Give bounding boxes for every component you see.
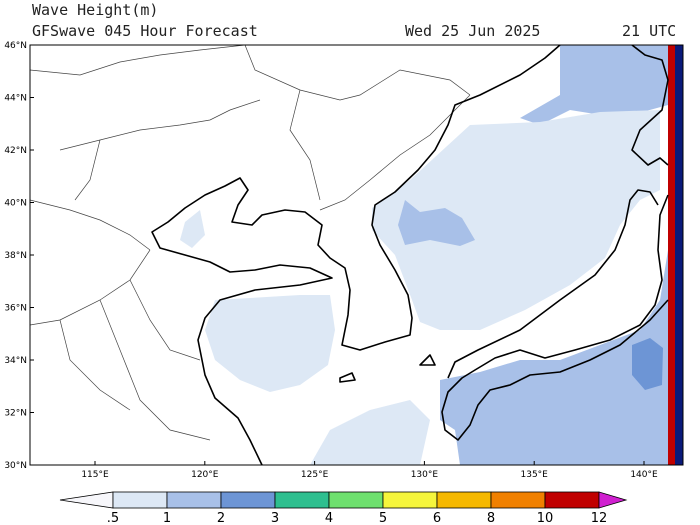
edge-strip <box>668 45 675 465</box>
colorbar-label: 2 <box>217 511 225 525</box>
colorbar-segment <box>274 491 330 509</box>
shade-05-1 <box>180 210 205 248</box>
colorbar-segment <box>166 491 222 509</box>
colorbar-segment <box>382 491 438 509</box>
lat-label: 32°N <box>4 409 27 419</box>
lon-label: 125°E <box>301 470 329 480</box>
colorbar-label: 10 <box>537 511 554 525</box>
lat-label: 34°N <box>4 356 27 366</box>
subtitle: GFSwave 045 Hour Forecast <box>32 22 258 40</box>
lat-label: 46°N <box>4 41 27 51</box>
colorbar-segment <box>544 491 600 509</box>
lon-label: 140°E <box>630 470 658 480</box>
shade-05-1 <box>310 400 430 465</box>
lon-label: 115°E <box>81 470 109 480</box>
edge-strip <box>675 45 683 465</box>
shade-2-3 <box>632 338 663 390</box>
time: 21 UTC <box>622 22 676 40</box>
lat-label: 44°N <box>4 94 27 104</box>
colorbar-segment <box>220 491 276 509</box>
shade-05-1 <box>205 295 335 392</box>
colorbar-label: .5 <box>107 511 119 525</box>
shade-1-2 <box>398 200 475 246</box>
colorbar-min-arrow <box>59 491 114 509</box>
colorbar-label: 1 <box>163 511 171 525</box>
colorbar-label: 5 <box>379 511 387 525</box>
lat-label: 42°N <box>4 146 27 156</box>
colorbar-label: 4 <box>325 511 333 525</box>
colorbar-label: 12 <box>591 511 608 525</box>
shade-05-1 <box>372 110 660 330</box>
colorbar-segment <box>490 491 546 509</box>
colorbar-max-arrow <box>598 491 628 509</box>
lat-label: 38°N <box>4 251 27 261</box>
colorbar <box>59 491 628 509</box>
lon-label: 130°E <box>411 470 439 480</box>
colorbar-segment <box>112 491 168 509</box>
colorbar-label: 8 <box>487 511 495 525</box>
title: Wave Height(m) <box>32 1 158 19</box>
date: Wed 25 Jun 2025 <box>405 22 540 40</box>
shade-1-2 <box>440 250 668 465</box>
lon-label: 120°E <box>191 470 219 480</box>
map <box>29 44 683 466</box>
colorbar-segment <box>436 491 492 509</box>
colorbar-segment <box>328 491 384 509</box>
lat-label: 36°N <box>4 304 27 314</box>
colorbar-label: 3 <box>271 511 279 525</box>
shade-1-2 <box>520 45 668 125</box>
lat-label: 40°N <box>4 199 27 209</box>
lon-label: 135°E <box>521 470 549 480</box>
colorbar-label: 6 <box>433 511 441 525</box>
lat-label: 30°N <box>4 461 27 471</box>
